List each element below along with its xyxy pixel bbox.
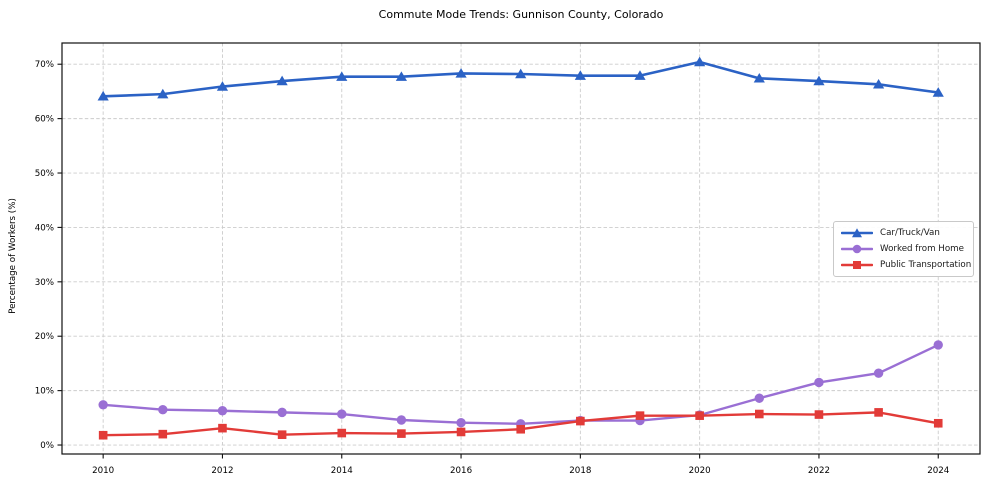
marker-square (516, 424, 526, 434)
y-tick-label: 70% (35, 60, 54, 70)
marker-triangle (753, 72, 765, 83)
y-tick-label: 30% (35, 278, 54, 288)
x-tick-label: 2014 (331, 466, 354, 476)
marker-square (754, 409, 764, 419)
legend: Car/Truck/Van Worked from Home Public Tr… (833, 221, 974, 277)
x-tick-label: 2016 (450, 466, 472, 476)
legend-line-sample-worked-from-home (841, 244, 873, 254)
legend-item-public-transportation: Public Transportation (841, 259, 972, 271)
marker-triangle (157, 88, 169, 99)
chart-title: Commute Mode Trends: Gunnison County, Co… (378, 8, 664, 21)
y-tick-label: 20% (35, 332, 54, 342)
axes-spines (61, 42, 981, 455)
legend-sample-shape (853, 261, 861, 269)
marker-triangle (395, 71, 408, 81)
marker-circle (217, 406, 228, 416)
marker-square (337, 428, 347, 438)
marker-triangle (455, 68, 467, 78)
marker-circle (754, 393, 764, 403)
marker-triangle (694, 56, 706, 67)
y-tick-label: 40% (35, 223, 54, 233)
marker-triangle (813, 75, 825, 86)
marker-circle (873, 368, 884, 378)
marker-circle (158, 404, 168, 415)
marker-square (635, 411, 645, 420)
x-tick-label: 2024 (927, 466, 950, 476)
marker-square (98, 430, 108, 440)
marker-triangle (336, 71, 348, 81)
marker-circle (814, 377, 824, 388)
marker-circle (337, 409, 347, 419)
legend-line-sample-public-transportation (841, 261, 873, 269)
y-tick-label: 10% (35, 387, 54, 397)
legend-item-worked-from-home: Worked from Home (841, 243, 969, 255)
legend-label-worked-from-home: Worked from Home (880, 244, 964, 254)
marker-square (933, 418, 943, 428)
marker-circle (98, 400, 108, 410)
marker-triangle (932, 87, 944, 97)
series-line-0 (101, 60, 940, 98)
marker-circle (456, 418, 466, 428)
legend-label-public-transportation: Public Transportation (880, 260, 972, 270)
marker-square (456, 427, 466, 437)
x-tick-label: 2020 (689, 466, 711, 476)
legend-sample-shape (852, 244, 862, 254)
marker-square (218, 423, 227, 433)
x-tick-label: 2022 (808, 466, 830, 476)
marker-square (277, 430, 287, 439)
marker-circle (396, 415, 407, 425)
legend-label-car-truck-van: Car/Truck/Van (880, 228, 940, 238)
marker-circle (277, 407, 287, 418)
marker-triangle (216, 81, 229, 91)
marker-triangle (97, 90, 109, 101)
marker-square (576, 416, 585, 426)
marker-square (695, 411, 704, 420)
marker-triangle (276, 75, 288, 86)
marker-square (158, 429, 168, 439)
marker-square (874, 408, 883, 417)
marker-triangle (634, 70, 646, 80)
marker-triangle (872, 78, 885, 89)
legend-line-sample-car-truck-van (841, 228, 873, 238)
x-tick-label: 2012 (211, 466, 233, 476)
y-tick-label: 50% (35, 169, 54, 179)
y-tick-label: 0% (40, 441, 54, 451)
y-tick-label: 60% (35, 115, 54, 125)
x-tick-label: 2010 (92, 466, 114, 476)
legend-sample-shape (852, 228, 862, 238)
x-tick-label: 2018 (569, 466, 591, 476)
marker-circle (933, 340, 943, 350)
marker-triangle (515, 68, 527, 79)
marker-triangle (574, 70, 586, 80)
marker-square (397, 429, 406, 438)
legend-item-car-truck-van: Car/Truck/Van (841, 227, 969, 239)
series-line-1 (101, 343, 940, 426)
marker-square (814, 410, 824, 419)
